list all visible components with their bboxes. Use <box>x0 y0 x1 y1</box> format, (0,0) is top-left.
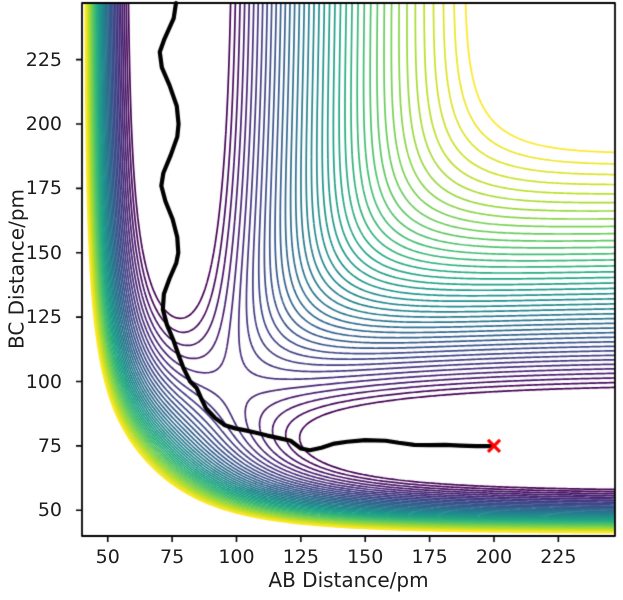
y-tick-label: 50 <box>37 499 62 522</box>
x-tick-label: 200 <box>475 546 513 568</box>
y-tick-label: 150 <box>25 241 62 264</box>
x-tick-label: 125 <box>282 546 319 568</box>
y-tick-label: 75 <box>37 434 62 457</box>
x-tick-label: 50 <box>95 546 120 568</box>
x-tick-label: 175 <box>411 546 448 568</box>
x-tick-label: 225 <box>540 546 577 568</box>
x-tick-label: 150 <box>347 546 384 568</box>
y-tick-label: 200 <box>25 113 62 136</box>
y-tick-label: 225 <box>25 48 62 71</box>
y-tick-label: 125 <box>25 306 62 329</box>
x-axis-label: AB Distance/pm <box>268 568 429 592</box>
y-tick-label: 100 <box>25 370 62 393</box>
x-tick-label: 75 <box>160 546 185 568</box>
x-tick-label: 100 <box>218 546 255 568</box>
y-tick-label: 175 <box>25 177 62 200</box>
y-axis-label: BC Distance/pm <box>4 188 29 350</box>
